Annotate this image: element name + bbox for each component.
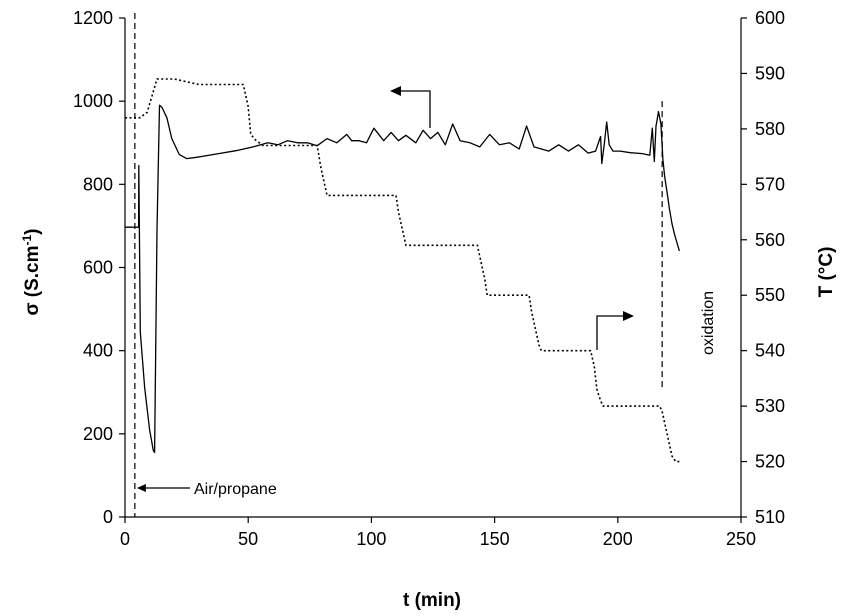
y-left-axis-title: σ (S.cm-1) [20,228,43,315]
y-left-tick-label: 0 [103,507,113,527]
air-propane-arrow-head [136,484,146,492]
y-left-axis-title-sup: -1 [20,234,34,245]
y-right-axis-title: T (°C) [816,247,837,298]
y-left-axis-title-main: σ (S.cm [22,245,43,315]
annotations [134,13,663,517]
y-left-tick-label: 200 [83,424,113,444]
x-tick-label: 150 [480,529,510,549]
y-right-tick-label: 530 [755,396,785,416]
x-tick-label: 50 [238,529,258,549]
x-axis-title: t (min) [403,590,461,611]
y-right-tick-label: 540 [755,341,785,361]
y-left-tick-label: 1200 [73,8,113,28]
y-right-tick-label: 580 [755,119,785,139]
conductivity-series-line [125,104,681,454]
x-tick-label: 250 [726,529,756,549]
x-tick-label: 0 [120,529,130,549]
right-axis-arrow-head [623,311,634,321]
air-propane-label: Air/propane [194,481,277,498]
y-right-tick-label: 550 [755,285,785,305]
temperature-series-line [125,78,680,463]
y-right-tick-label: 590 [755,63,785,83]
y-right-tick-label: 600 [755,8,785,28]
y-right-tick-label: 570 [755,174,785,194]
y-right-tick-label: 560 [755,230,785,250]
left-axis-arrow-shaft [400,90,431,128]
y-left-tick-label: 1000 [73,91,113,111]
y-left-tick-label: 400 [83,341,113,361]
y-left-axis-title-end: ) [22,228,43,234]
y-left-tick-label: 600 [83,258,113,278]
ticks: 0 50 100 150 200 250 0 200 400 600 800 1000 1200 510 5… [73,8,785,549]
y-right-tick-label: 510 [755,507,785,527]
y-right-tick-label: 520 [755,452,785,472]
x-tick-label: 200 [603,529,633,549]
left-axis-arrow-head [390,86,401,96]
series [125,78,681,463]
right-axis-arrow-shaft [596,315,624,350]
axes [124,18,742,518]
x-tick-label: 100 [356,529,386,549]
oxidation-label: oxidation [700,291,717,355]
y-left-tick-label: 800 [83,174,113,194]
